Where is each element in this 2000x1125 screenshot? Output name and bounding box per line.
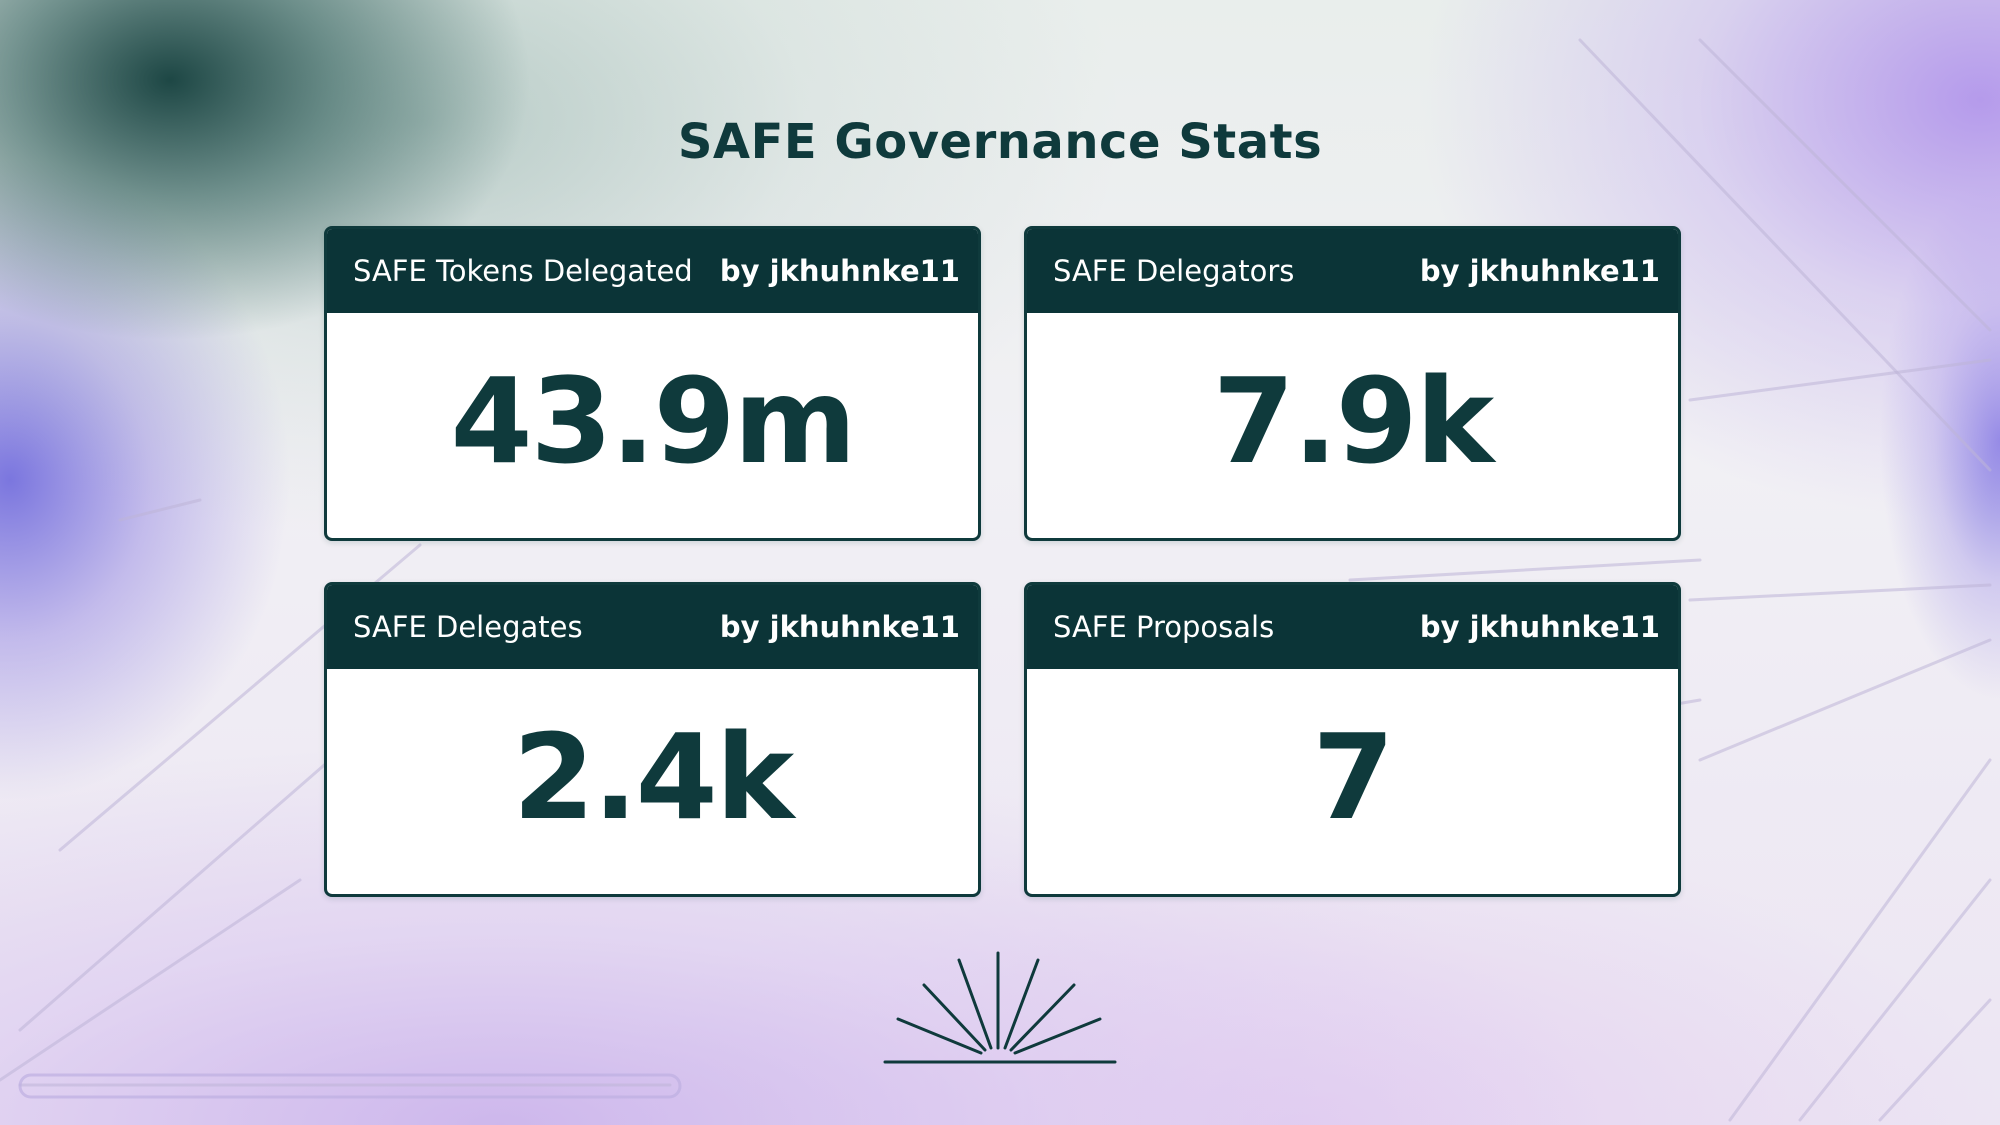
sunburst-logo-icon	[883, 951, 1117, 1064]
card-label: SAFE Tokens Delegated	[353, 254, 693, 288]
card-label: SAFE Delegates	[353, 610, 583, 644]
stat-card-delegators: SAFE Delegators by jkhuhnke11 7.9k	[1024, 226, 1681, 541]
stat-card-proposals: SAFE Proposals by jkhuhnke11 7	[1024, 582, 1681, 897]
card-author: by jkhuhnke11	[1419, 610, 1660, 644]
card-label: SAFE Proposals	[1053, 610, 1275, 644]
card-author: by jkhuhnke11	[1419, 254, 1660, 288]
stat-card-delegates: SAFE Delegates by jkhuhnke11 2.4k	[324, 582, 981, 897]
card-author: by jkhuhnke11	[719, 610, 960, 644]
card-header: SAFE Delegators by jkhuhnke11	[1027, 229, 1678, 313]
card-header: SAFE Tokens Delegated by jkhuhnke11	[327, 229, 978, 313]
card-label: SAFE Delegators	[1053, 254, 1295, 288]
card-header: SAFE Proposals by jkhuhnke11	[1027, 585, 1678, 669]
card-author: by jkhuhnke11	[719, 254, 960, 288]
card-value: 2.4k	[512, 708, 795, 846]
page-title: SAFE Governance Stats	[677, 114, 1323, 170]
card-value: 7	[1312, 708, 1394, 846]
card-value: 7.9k	[1212, 352, 1495, 490]
card-header: SAFE Delegates by jkhuhnke11	[327, 585, 978, 669]
stat-card-tokens-delegated: SAFE Tokens Delegated by jkhuhnke11 43.9…	[324, 226, 981, 541]
card-value: 43.9m	[450, 352, 856, 490]
